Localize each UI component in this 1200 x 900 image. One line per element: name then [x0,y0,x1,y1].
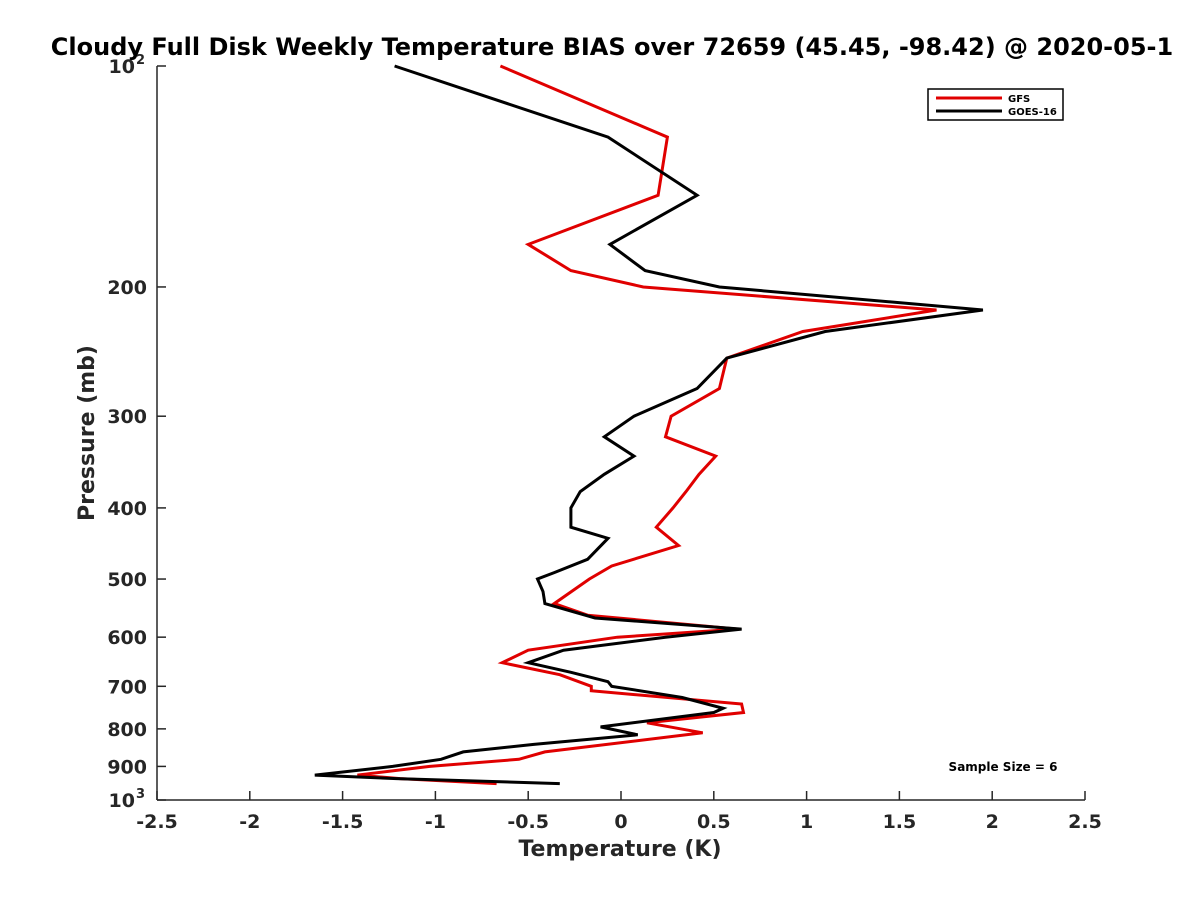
x-axis-label: Temperature (K) [518,837,721,862]
x-tick-label: 1.5 [883,811,917,833]
series-line-gfs [357,64,937,786]
chart-title: Cloudy Full Disk Weekly Temperature BIAS… [51,33,1173,61]
x-tick-label: 1 [800,811,813,833]
y-tick-label: 400 [107,498,147,520]
legend-box [927,88,1064,121]
y-tick-label: 800 [107,719,147,741]
x-tick-label: 2.5 [1068,811,1102,833]
x-tick-label: -0.5 [507,811,549,833]
axes: -2.5 -2 -1.5 -1 -0.5 0 0.5 1 1.5 2 2.510 2200300400… [107,53,1102,833]
plot-series [314,64,984,786]
y-tick-label-power: 10 3 [109,787,146,812]
legend-label: GOES-16 [1008,107,1057,118]
y-tick-label-base: 10 [109,790,135,812]
x-tick-label: -2 [239,811,260,833]
legend: GFS GOES-16 [927,88,1064,121]
y-tick-label: 300 [107,406,147,428]
y-tick-label-exponent: 3 [136,787,145,802]
sample-size-annotation: Sample Size = 6 [949,760,1058,774]
y-tick-label: 500 [107,569,147,591]
y-tick-label: 200 [107,277,147,299]
y-tick-label-power: 10 2 [109,53,146,78]
legend-label: GFS [1008,94,1030,105]
series-line-goes-16 [314,64,984,786]
x-tick-label: 0 [614,811,627,833]
x-tick-label: 0.5 [697,811,731,833]
x-tick-label: -1.5 [322,811,364,833]
y-tick-label-exponent: 2 [136,53,145,68]
y-tick-label: 700 [107,676,147,698]
x-tick-label: -1 [425,811,446,833]
y-axis-label: Pressure (mb) [75,345,100,521]
y-tick-label-base: 10 [109,56,135,78]
x-tick-label: 2 [986,811,999,833]
x-tick-label: -2.5 [136,811,178,833]
y-tick-label: 600 [107,627,147,649]
y-tick-label: 900 [107,756,147,778]
